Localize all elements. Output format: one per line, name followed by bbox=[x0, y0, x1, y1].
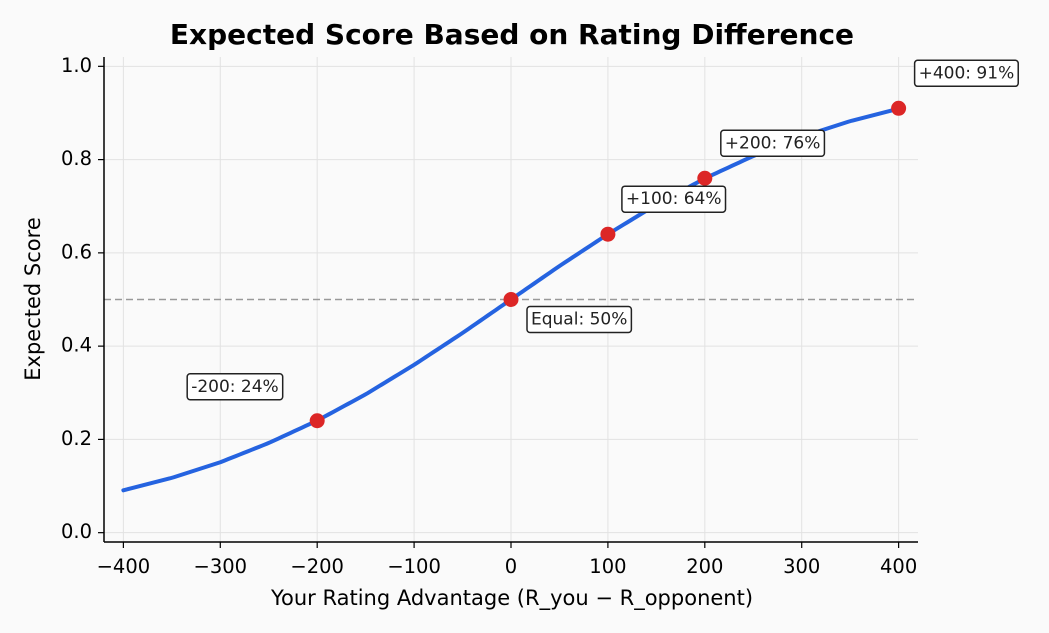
annotation-3: +200: 76% bbox=[720, 129, 826, 157]
x-tick-label-5: 100 bbox=[589, 555, 626, 578]
x-axis-label: Your Rating Advantage (R_you − R_opponen… bbox=[270, 586, 753, 611]
annotation-1: Equal: 50% bbox=[526, 305, 633, 334]
y-tick-label-1: 0.2 bbox=[61, 427, 92, 450]
chart-title: Expected Score Based on Rating Differenc… bbox=[170, 18, 854, 51]
annotation-4: +400: 91% bbox=[913, 59, 1019, 88]
annotation-box-2 bbox=[621, 185, 727, 213]
annotation-box-0 bbox=[186, 373, 284, 401]
x-tick-label-6: 200 bbox=[686, 555, 723, 578]
x-tick-label-0: −400 bbox=[97, 555, 151, 578]
y-tick-label-2: 0.4 bbox=[61, 334, 92, 357]
x-tick-label-3: −100 bbox=[387, 555, 441, 578]
x-tick-label-8: 400 bbox=[880, 555, 917, 578]
x-tick-label-7: 300 bbox=[783, 555, 820, 578]
highlight-points bbox=[309, 100, 907, 429]
annotation-box-3 bbox=[720, 129, 826, 157]
y-tick-label-0: 0.0 bbox=[61, 520, 92, 543]
y-tick-label-3: 0.6 bbox=[61, 240, 92, 263]
y-tick-label-5: 1.0 bbox=[61, 54, 92, 77]
grid bbox=[104, 57, 918, 542]
annotations: -200: 24% Equal: 50% +100: 64% +200: 76% +40… bbox=[186, 59, 1019, 401]
data-point-0 bbox=[309, 413, 325, 429]
data-point-3 bbox=[697, 170, 713, 186]
annotation-text-4: +400: 91% bbox=[919, 63, 1015, 83]
x-tick-label-1: −300 bbox=[194, 555, 248, 578]
data-point-2 bbox=[600, 226, 616, 242]
data-point-4 bbox=[891, 100, 907, 116]
data-point-1 bbox=[503, 292, 519, 307]
y-axis-label: Expected Score bbox=[21, 217, 45, 380]
annotation-box-4 bbox=[913, 59, 1019, 88]
annotation-text-1: Equal: 50% bbox=[531, 310, 627, 330]
y-tick-label-4: 0.8 bbox=[61, 147, 92, 170]
annotation-0: -200: 24% bbox=[186, 373, 284, 401]
annotation-text-2: +100: 64% bbox=[626, 189, 722, 209]
x-ticks: −400 −300 −200 −100 0 100 200 300 400 bbox=[97, 542, 917, 578]
x-tick-label-2: −200 bbox=[290, 555, 344, 578]
x-tick-label-4: 0 bbox=[505, 555, 517, 578]
annotation-text-3: +200: 76% bbox=[725, 133, 821, 153]
annotation-text-0: -200: 24% bbox=[191, 377, 279, 397]
y-ticks: 0.0 0.2 0.4 0.6 0.8 1.0 bbox=[61, 54, 104, 543]
annotation-2: +100: 64% bbox=[621, 185, 727, 213]
annotation-box-1 bbox=[526, 305, 633, 334]
